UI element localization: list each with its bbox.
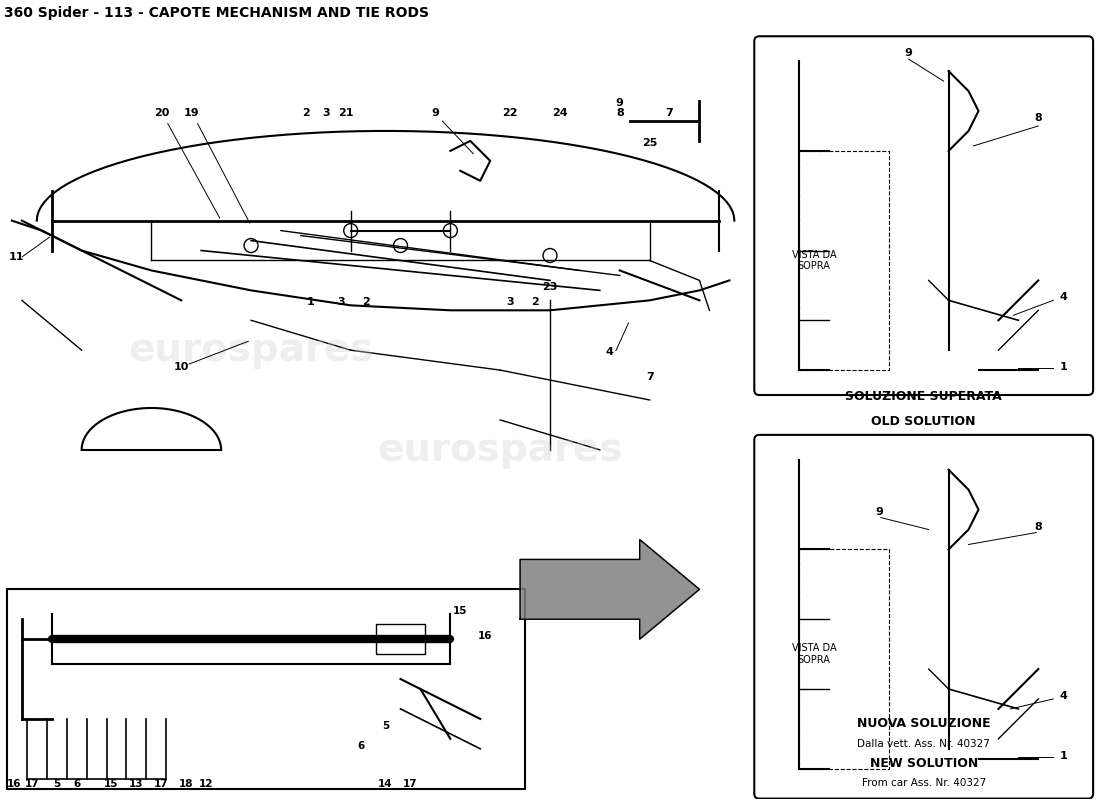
Text: 16: 16 xyxy=(7,778,21,789)
Text: NUOVA SOLUZIONE: NUOVA SOLUZIONE xyxy=(857,717,990,730)
Text: 18: 18 xyxy=(179,778,194,789)
Text: 12: 12 xyxy=(199,778,213,789)
Text: VISTA DA
SOPRA: VISTA DA SOPRA xyxy=(792,643,836,665)
Text: 7: 7 xyxy=(666,108,673,118)
Text: NEW SOLUTION: NEW SOLUTION xyxy=(870,757,978,770)
Text: 4: 4 xyxy=(1059,292,1067,302)
Text: 17: 17 xyxy=(24,778,40,789)
Text: 22: 22 xyxy=(503,108,518,118)
Text: 14: 14 xyxy=(378,778,393,789)
Text: 5: 5 xyxy=(382,721,389,731)
Text: 8: 8 xyxy=(1034,522,1042,531)
Text: 9: 9 xyxy=(874,506,883,517)
Text: 3: 3 xyxy=(337,298,344,307)
Bar xyxy=(799,151,889,370)
Text: 1: 1 xyxy=(1059,750,1067,761)
Text: 9: 9 xyxy=(431,108,439,118)
Text: 23: 23 xyxy=(542,282,558,292)
Text: 2: 2 xyxy=(362,298,370,307)
Text: Dalla vett. Ass. Nr. 40327: Dalla vett. Ass. Nr. 40327 xyxy=(857,738,990,749)
Text: 16: 16 xyxy=(478,631,493,641)
Text: 17: 17 xyxy=(154,778,168,789)
Text: 6: 6 xyxy=(73,778,80,789)
Text: 15: 15 xyxy=(104,778,119,789)
Text: 19: 19 xyxy=(184,108,199,118)
FancyBboxPatch shape xyxy=(755,36,1093,395)
Text: 360 Spider - 113 - CAPOTE MECHANISM AND TIE RODS: 360 Spider - 113 - CAPOTE MECHANISM AND … xyxy=(4,6,429,20)
Text: 7: 7 xyxy=(646,372,653,382)
Text: 4: 4 xyxy=(1059,691,1067,701)
Text: 10: 10 xyxy=(174,362,189,372)
Text: 1: 1 xyxy=(1059,362,1067,372)
Text: VISTA DA
SOPRA: VISTA DA SOPRA xyxy=(792,250,836,271)
Text: 9: 9 xyxy=(905,48,913,58)
Text: 13: 13 xyxy=(129,778,144,789)
Text: 15: 15 xyxy=(453,606,468,616)
Text: eurospares: eurospares xyxy=(129,331,374,369)
Text: OLD SOLUTION: OLD SOLUTION xyxy=(871,415,976,428)
Text: 24: 24 xyxy=(552,108,568,118)
Text: 20: 20 xyxy=(154,108,169,118)
Text: From car Ass. Nr. 40327: From car Ass. Nr. 40327 xyxy=(861,778,986,788)
Bar xyxy=(799,550,889,769)
Text: 1: 1 xyxy=(307,298,315,307)
Text: SOLUZIONE SUPERATA: SOLUZIONE SUPERATA xyxy=(845,390,1002,403)
Polygon shape xyxy=(520,539,700,639)
Bar xyxy=(7,590,525,789)
Text: 2: 2 xyxy=(302,108,310,118)
Text: 9: 9 xyxy=(616,98,624,108)
Text: 25: 25 xyxy=(642,138,658,148)
Text: 4: 4 xyxy=(606,347,614,357)
Text: 8: 8 xyxy=(1034,113,1042,123)
Text: eurospares: eurospares xyxy=(377,431,623,469)
Text: 21: 21 xyxy=(338,108,353,118)
Text: 3: 3 xyxy=(322,108,330,118)
Text: 3: 3 xyxy=(506,298,514,307)
Text: 11: 11 xyxy=(9,253,24,262)
Text: 8: 8 xyxy=(616,108,624,118)
Bar xyxy=(375,624,426,654)
Text: 17: 17 xyxy=(404,778,418,789)
FancyBboxPatch shape xyxy=(755,435,1093,798)
Text: 6: 6 xyxy=(358,741,364,750)
Text: 5: 5 xyxy=(53,778,60,789)
Text: 2: 2 xyxy=(531,298,539,307)
